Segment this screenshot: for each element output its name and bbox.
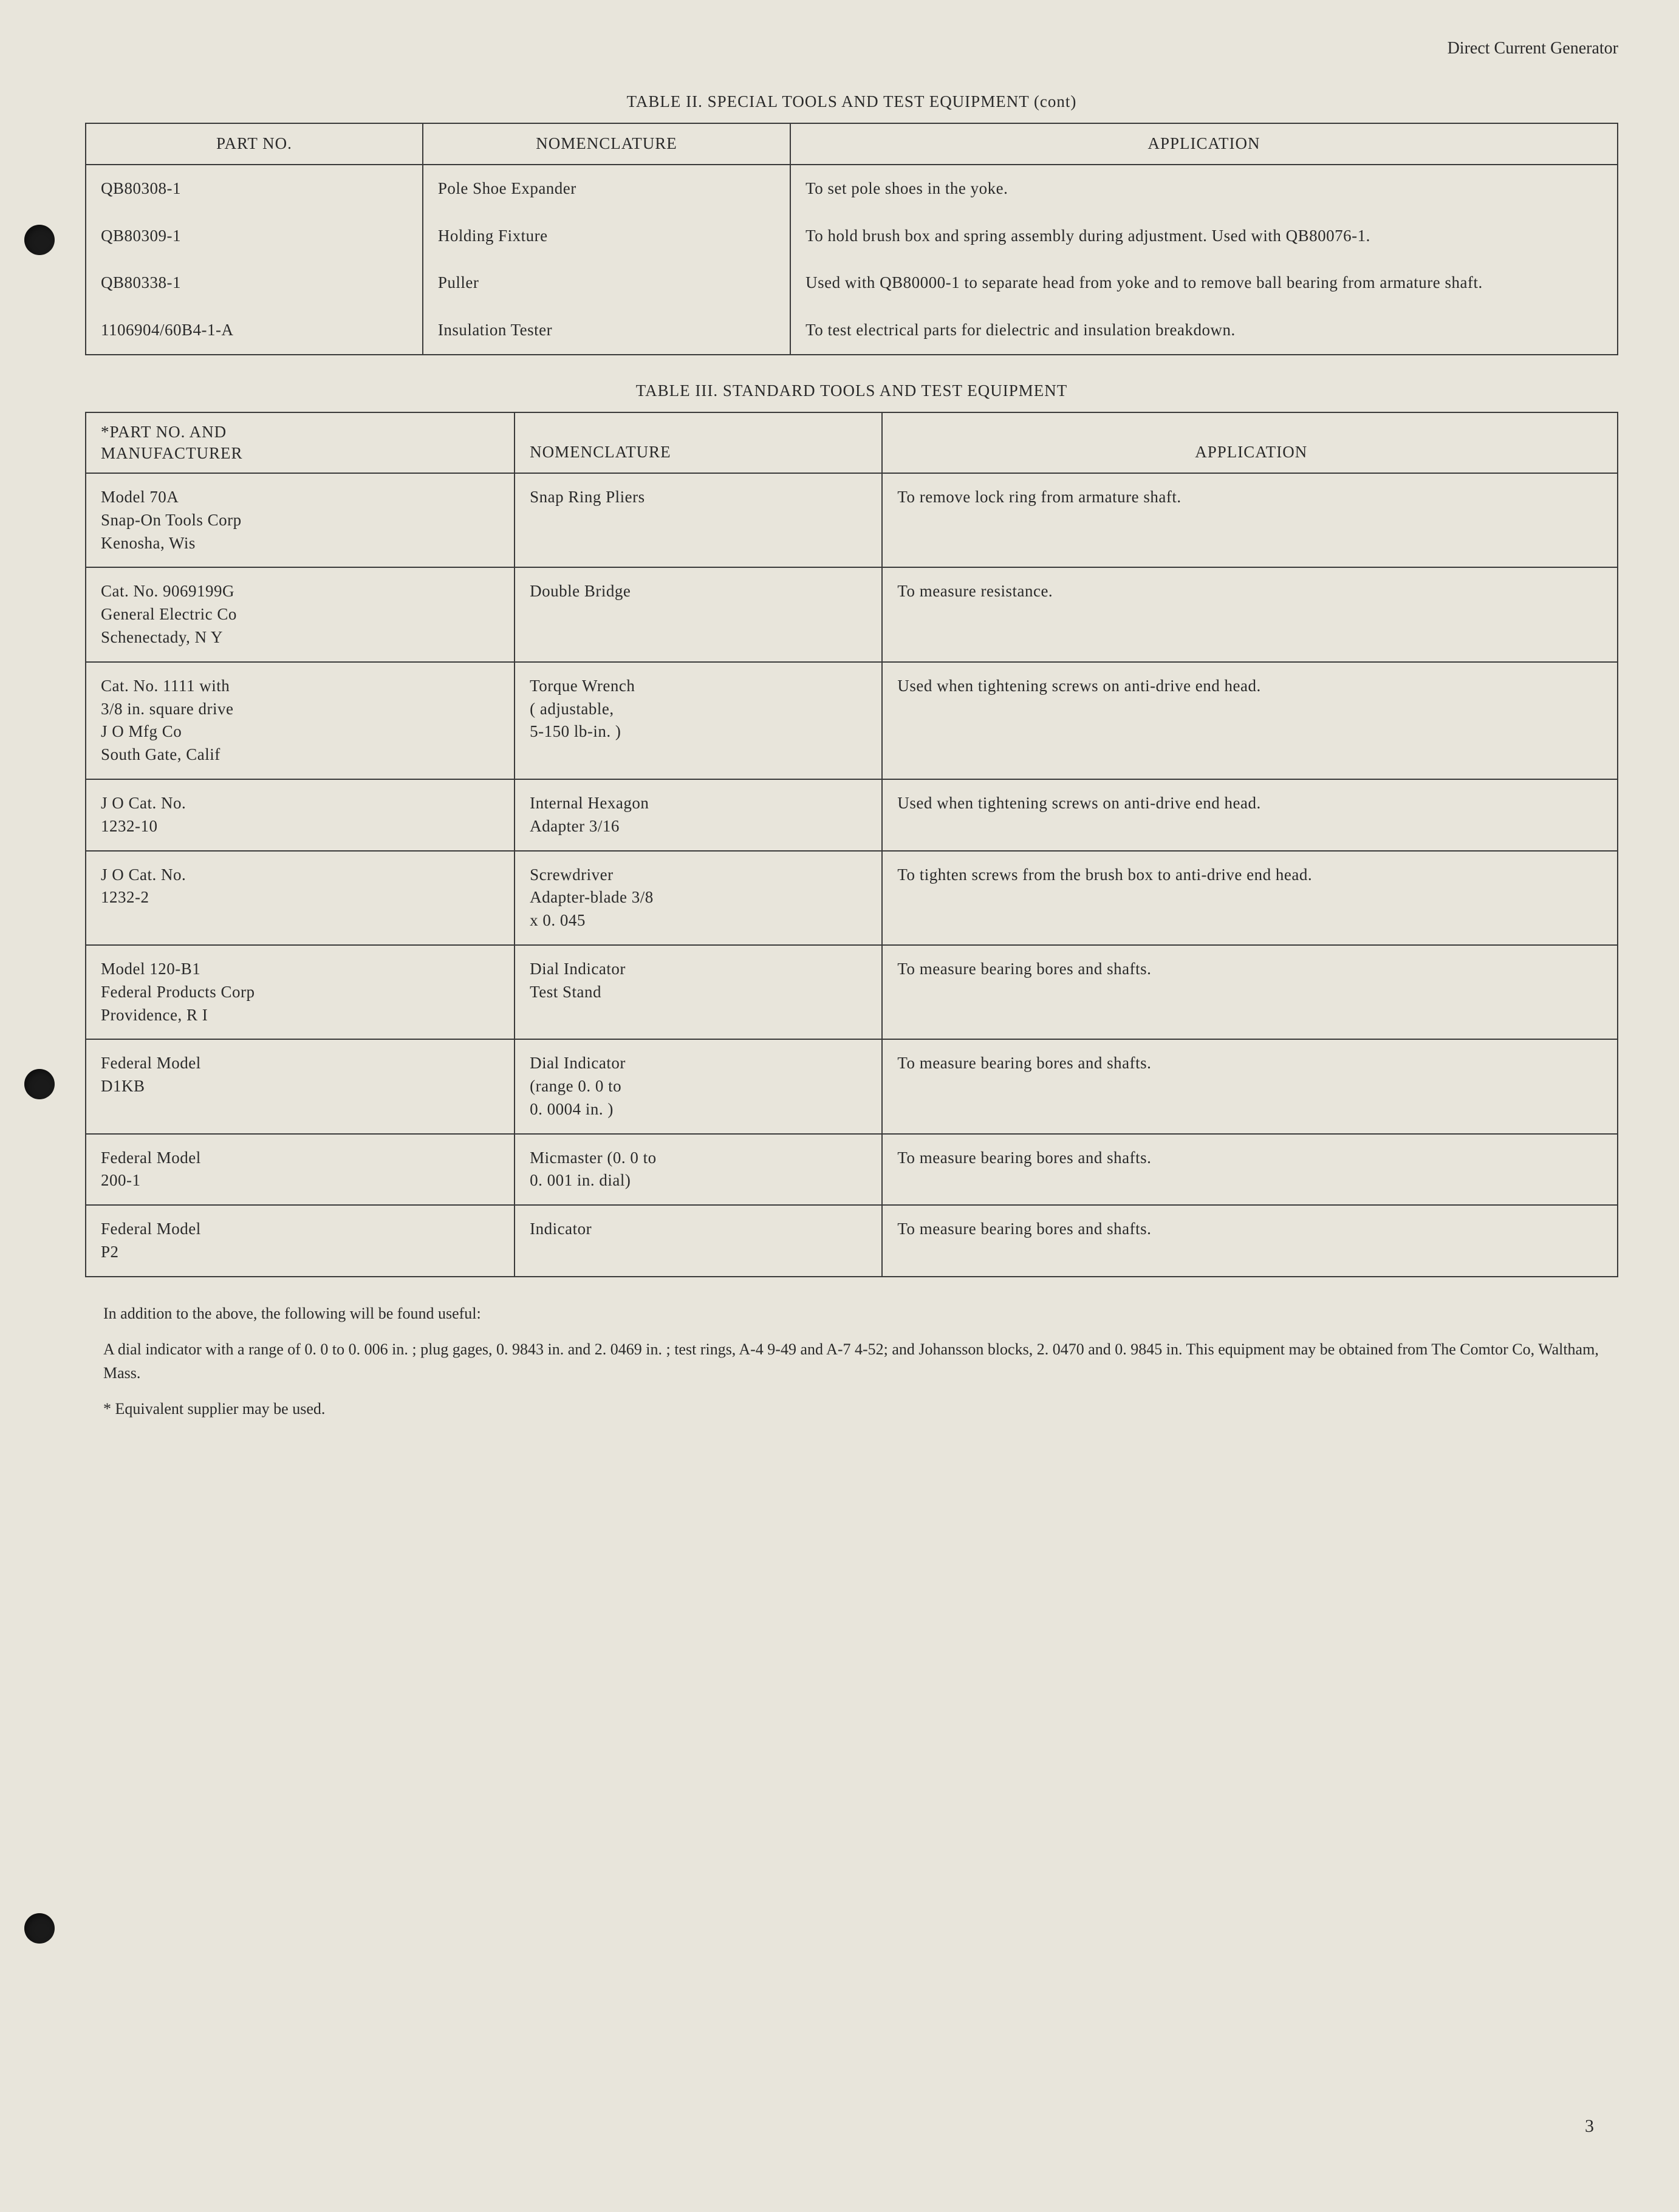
table-header-row: PART NO. NOMENCLATURE APPLICATION: [86, 123, 1618, 165]
table-3-title: TABLE III. STANDARD TOOLS AND TEST EQUIP…: [85, 380, 1618, 403]
page-number: 3: [1585, 2114, 1594, 2139]
application-cell: To measure bearing bores and shafts.: [882, 1205, 1618, 1277]
note-paragraph: A dial indicator with a range of 0. 0 to…: [103, 1337, 1618, 1385]
document-header: Direct Current Generator: [85, 36, 1618, 60]
table-row: QB80308-1Pole Shoe ExpanderTo set pole s…: [86, 165, 1618, 213]
table-row: Model 70ASnap-On Tools CorpKenosha, WisS…: [86, 473, 1618, 567]
hole-punch: [24, 1069, 55, 1099]
table-row: QB80309-1Holding FixtureTo hold brush bo…: [86, 213, 1618, 260]
note-paragraph: In addition to the above, the following …: [103, 1302, 1618, 1325]
nomenclature-cell: Pole Shoe Expander: [423, 165, 790, 213]
nomenclature-cell: Dial Indicator(range 0. 0 to0. 0004 in. …: [515, 1039, 882, 1133]
part-number-cell: 1106904/60B4-1-A: [86, 307, 423, 355]
special-tools-table: PART NO. NOMENCLATURE APPLICATION QB8030…: [85, 123, 1618, 355]
part-number-cell: QB80309-1: [86, 213, 423, 260]
nomenclature-cell: ScrewdriverAdapter-blade 3/8x 0. 045: [515, 851, 882, 945]
table-row: Federal ModelP2IndicatorTo measure beari…: [86, 1205, 1618, 1277]
column-header: APPLICATION: [790, 123, 1618, 165]
part-manufacturer-cell: Cat. No. 1111 with3/8 in. square driveJ …: [86, 662, 515, 779]
application-cell: To measure bearing bores and shafts.: [882, 1039, 1618, 1133]
column-header: NOMENCLATURE: [515, 412, 882, 473]
part-manufacturer-cell: J O Cat. No.1232-10: [86, 779, 515, 851]
notes-section: In addition to the above, the following …: [85, 1302, 1618, 1421]
part-number-cell: QB80308-1: [86, 165, 423, 213]
part-manufacturer-cell: Model 120-B1Federal Products CorpProvide…: [86, 945, 515, 1039]
table-row: J O Cat. No.1232-2ScrewdriverAdapter-bla…: [86, 851, 1618, 945]
application-cell: To measure bearing bores and shafts.: [882, 945, 1618, 1039]
application-cell: To set pole shoes in the yoke.: [790, 165, 1618, 213]
table-row: Cat. No. 9069199GGeneral Electric CoSche…: [86, 567, 1618, 661]
table-row: Federal Model200-1Micmaster (0. 0 to0. 0…: [86, 1134, 1618, 1206]
column-header: APPLICATION: [882, 412, 1618, 473]
column-header: *PART NO. AND MANUFACTURER: [86, 412, 515, 473]
nomenclature-cell: Torque Wrench( adjustable,5-150 lb-in. ): [515, 662, 882, 779]
part-manufacturer-cell: Federal ModelD1KB: [86, 1039, 515, 1133]
nomenclature-cell: Holding Fixture: [423, 213, 790, 260]
application-cell: Used when tightening screws on anti-driv…: [882, 779, 1618, 851]
standard-tools-table: *PART NO. AND MANUFACTURER NOMENCLATURE …: [85, 412, 1618, 1277]
hole-punch: [24, 1913, 55, 1944]
table-row: QB80338-1PullerUsed with QB80000-1 to se…: [86, 259, 1618, 307]
application-cell: To test electrical parts for dielectric …: [790, 307, 1618, 355]
table-row: Model 120-B1Federal Products CorpProvide…: [86, 945, 1618, 1039]
table-2-title: TABLE II. SPECIAL TOOLS AND TEST EQUIPME…: [85, 90, 1618, 114]
application-cell: To hold brush box and spring assembly du…: [790, 213, 1618, 260]
table-row: 1106904/60B4-1-AInsulation TesterTo test…: [86, 307, 1618, 355]
header-text: MANUFACTURER: [101, 444, 243, 462]
nomenclature-cell: Double Bridge: [515, 567, 882, 661]
part-manufacturer-cell: J O Cat. No.1232-2: [86, 851, 515, 945]
column-header: NOMENCLATURE: [423, 123, 790, 165]
nomenclature-cell: Micmaster (0. 0 to0. 001 in. dial): [515, 1134, 882, 1206]
application-cell: Used when tightening screws on anti-driv…: [882, 662, 1618, 779]
nomenclature-cell: Puller: [423, 259, 790, 307]
application-cell: To remove lock ring from armature shaft.: [882, 473, 1618, 567]
header-text: *PART NO. AND: [101, 423, 227, 441]
table-row: J O Cat. No.1232-10Internal HexagonAdapt…: [86, 779, 1618, 851]
application-cell: Used with QB80000-1 to separate head fro…: [790, 259, 1618, 307]
table-row: Federal ModelD1KBDial Indicator(range 0.…: [86, 1039, 1618, 1133]
hole-punch: [24, 225, 55, 255]
part-number-cell: QB80338-1: [86, 259, 423, 307]
column-header: PART NO.: [86, 123, 423, 165]
part-manufacturer-cell: Model 70ASnap-On Tools CorpKenosha, Wis: [86, 473, 515, 567]
part-manufacturer-cell: Federal ModelP2: [86, 1205, 515, 1277]
application-cell: To measure bearing bores and shafts.: [882, 1134, 1618, 1206]
table-header-row: *PART NO. AND MANUFACTURER NOMENCLATURE …: [86, 412, 1618, 473]
nomenclature-cell: Indicator: [515, 1205, 882, 1277]
nomenclature-cell: Dial IndicatorTest Stand: [515, 945, 882, 1039]
part-manufacturer-cell: Cat. No. 9069199GGeneral Electric CoSche…: [86, 567, 515, 661]
nomenclature-cell: Snap Ring Pliers: [515, 473, 882, 567]
nomenclature-cell: Insulation Tester: [423, 307, 790, 355]
table-row: Cat. No. 1111 with3/8 in. square driveJ …: [86, 662, 1618, 779]
application-cell: To measure resistance.: [882, 567, 1618, 661]
note-paragraph: * Equivalent supplier may be used.: [103, 1397, 1618, 1421]
part-manufacturer-cell: Federal Model200-1: [86, 1134, 515, 1206]
application-cell: To tighten screws from the brush box to …: [882, 851, 1618, 945]
nomenclature-cell: Internal HexagonAdapter 3/16: [515, 779, 882, 851]
